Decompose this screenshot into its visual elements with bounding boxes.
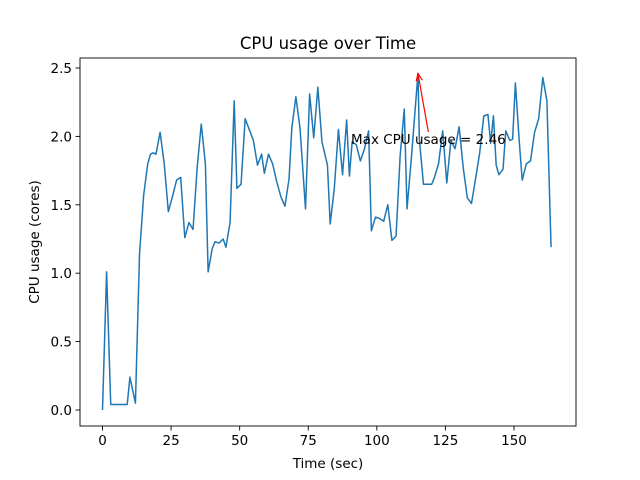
x-tick-label: 150 [501,433,527,449]
y-tick-label: 1.5 [51,198,72,214]
y-tick-label: 0.0 [51,403,72,419]
y-tick-label: 2.0 [51,129,72,145]
x-tick-label: 125 [433,433,459,449]
x-tick-label: 0 [98,433,107,449]
y-tick-label: 1.0 [51,266,72,282]
x-tick-label: 25 [162,433,179,449]
x-axis-label: Time (sec) [292,456,364,472]
annotation-text: Max CPU usage = 2.46 [351,132,506,148]
y-tick-label: 2.5 [51,61,72,77]
y-axis-label: CPU usage (cores) [27,180,43,304]
chart-title: CPU usage over Time [240,34,416,53]
axes-frame [79,57,577,427]
x-tick-label: 75 [300,433,317,449]
annotation-arrowhead [415,71,423,82]
x-tick-label: 100 [364,433,390,449]
annotation-arrow [417,73,429,133]
data-line [101,72,552,411]
y-tick-label: 0.5 [51,335,72,351]
x-tick-label: 50 [231,433,248,449]
